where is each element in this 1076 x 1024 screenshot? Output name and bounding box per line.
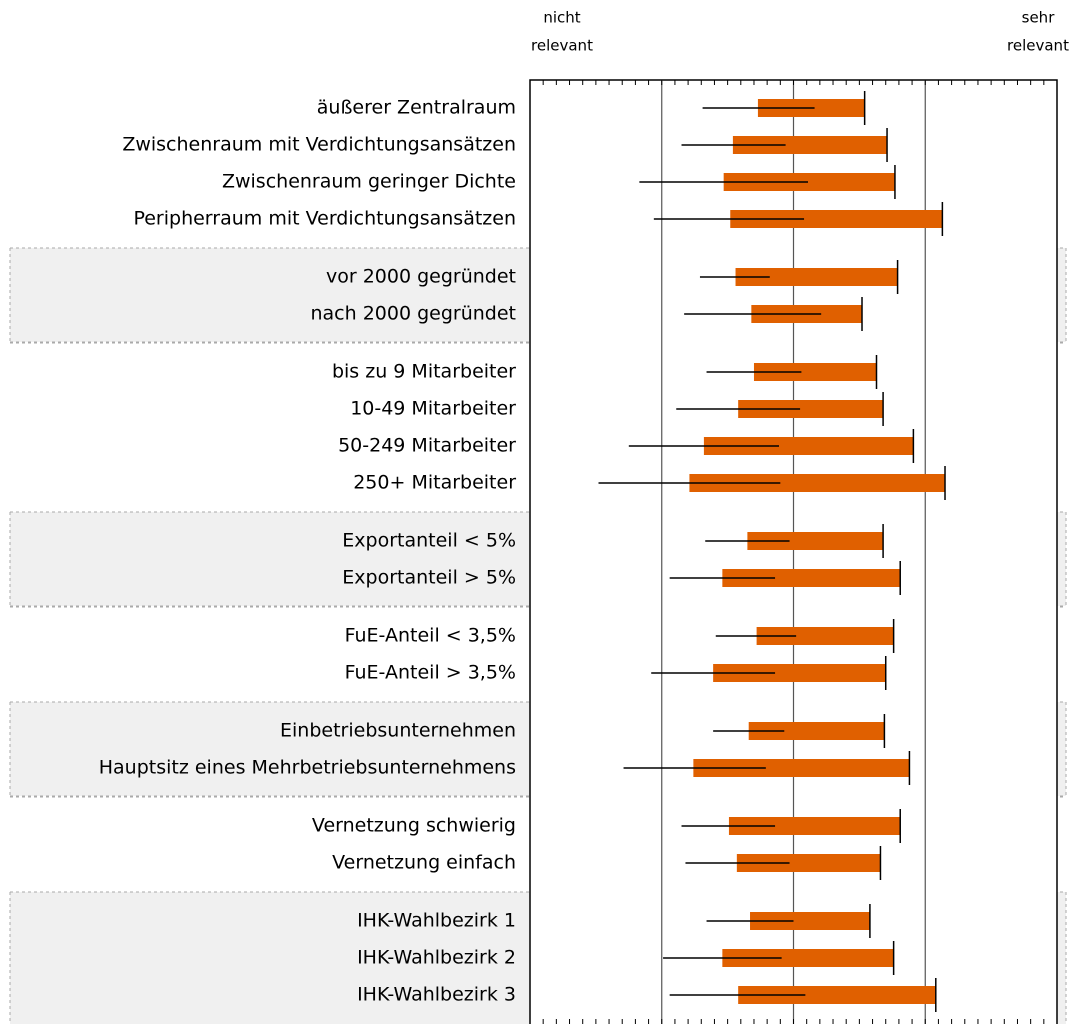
bar: [756, 627, 894, 645]
row-label: Vernetzung einfach: [332, 852, 516, 874]
bar: [728, 817, 901, 835]
row-label: Peripherraum mit Verdichtungsansätzen: [133, 208, 516, 230]
bar: [730, 210, 943, 228]
axis-left-label: relevant: [531, 37, 593, 55]
row-label: FuE-Anteil < 3,5%: [345, 625, 516, 647]
bar: [738, 400, 884, 418]
row-label: Vernetzung schwierig: [312, 815, 516, 837]
bar: [722, 949, 894, 967]
bar: [747, 532, 884, 550]
bar: [750, 912, 870, 930]
row-label: Zwischenraum mit Verdichtungsansätzen: [122, 134, 516, 156]
row-label: IHK-Wahlbezirk 2: [357, 947, 516, 969]
row-label: 250+ Mitarbeiter: [353, 472, 516, 494]
row-label: Exportanteil < 5%: [342, 530, 516, 552]
axis-right-label: relevant: [1007, 37, 1069, 55]
axis-left-label: nicht: [543, 9, 580, 27]
bar: [693, 759, 910, 777]
row-label: nach 2000 gegründet: [310, 303, 516, 325]
row-label: bis zu 9 Mitarbeiter: [332, 361, 516, 383]
row-label: Einbetriebsunternehmen: [280, 720, 516, 742]
row-label: äußerer Zentralraum: [317, 97, 516, 119]
row-label: vor 2000 gegründet: [326, 266, 516, 288]
bar: [723, 173, 895, 191]
row-label: Hauptsitz eines Mehrbetriebsunternehmens: [99, 757, 516, 779]
row-label: Exportanteil > 5%: [342, 567, 516, 589]
bar: [703, 437, 914, 455]
bar: [722, 569, 901, 587]
bar: [738, 986, 936, 1004]
bar: [735, 268, 898, 286]
row-label: IHK-Wahlbezirk 1: [357, 910, 516, 932]
bar: [736, 854, 881, 872]
bar: [713, 664, 886, 682]
bar: [748, 722, 885, 740]
bar: [753, 363, 877, 381]
row-label: Zwischenraum geringer Dichte: [222, 171, 516, 193]
axis-right-label: sehr: [1022, 9, 1056, 27]
bar: [732, 136, 888, 154]
row-label: IHK-Wahlbezirk 3: [357, 984, 516, 1006]
bar: [689, 474, 946, 492]
row-label: 50-249 Mitarbeiter: [338, 435, 516, 457]
row-label: 10-49 Mitarbeiter: [350, 398, 516, 420]
row-label: FuE-Anteil > 3,5%: [345, 662, 516, 684]
